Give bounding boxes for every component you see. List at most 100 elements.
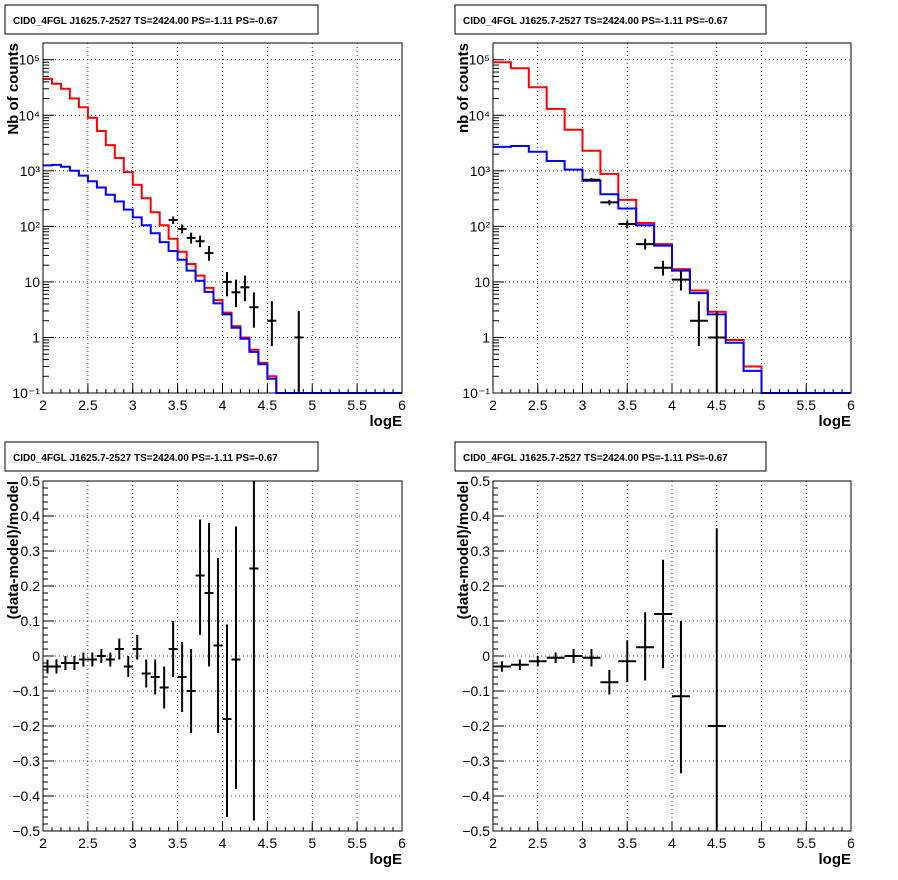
data-point [618, 640, 637, 683]
chart-title: CID0_4FGL J1625.7-2527 TS=2424.00 PS=-1.… [463, 16, 728, 27]
data-point [636, 238, 655, 250]
y-tick-label: 10 [24, 274, 40, 290]
data-point [510, 659, 529, 670]
data-point [222, 272, 232, 297]
x-tick-label: 2.5 [528, 835, 548, 851]
y-tick-label: −0.3 [12, 753, 40, 769]
x-tick-label: 5.5 [347, 397, 367, 413]
data-point [654, 559, 672, 669]
x-tick-label: 3 [579, 835, 587, 851]
data-point [177, 224, 187, 234]
data-point [123, 656, 133, 677]
x-tick-label: 3 [579, 397, 587, 413]
x-tick-label: 4.5 [707, 835, 727, 851]
x-tick-label: 4 [219, 835, 227, 851]
chart-title: CID0_4FGL J1625.7-2527 TS=2424.00 PS=-1.… [463, 453, 728, 464]
data-point [231, 526, 241, 789]
y-tick-label: 10⁻¹ [12, 385, 40, 401]
x-tick-label: 4.5 [258, 397, 278, 413]
y-tick-label: 10⁵ [469, 52, 490, 68]
x-axis-ticks: 2 2.5 3 3.5 4 4.5 5 5.5 6 [39, 481, 406, 851]
data-point [159, 666, 169, 709]
data-point [43, 659, 52, 674]
data-point [564, 649, 583, 663]
x-tick-label: 5.5 [797, 397, 817, 413]
x-tick-label: 2.5 [78, 835, 98, 851]
y-tick-label: 10⁴ [468, 107, 490, 123]
data-point [707, 310, 726, 393]
x-tick-label: 4.5 [258, 835, 278, 851]
plot-frame [42, 480, 403, 832]
data-point [177, 642, 187, 712]
data-point [231, 279, 241, 308]
data-point [600, 199, 619, 206]
data-point [493, 661, 511, 672]
x-tick-label: 3.5 [618, 397, 638, 413]
data-point [294, 310, 304, 393]
chart-panel-2: CID0_4FGL J1625.7-2527 TS=2424.00 PS=-1.… [454, 4, 855, 430]
y-tick-label: 0 [32, 648, 40, 664]
data-point [195, 235, 205, 248]
y-tick-label: 0 [482, 648, 490, 664]
data-point [105, 652, 115, 667]
x-tick-label: 2.5 [528, 397, 548, 413]
x-tick-label: 4 [668, 835, 676, 851]
data-points [582, 178, 726, 393]
x-tick-label: 5 [308, 835, 316, 851]
y-tick-label: 0.2 [21, 578, 41, 594]
x-tick-label: 5.5 [347, 835, 367, 851]
y-tick-label: −0.2 [462, 718, 490, 734]
x-tick-label: 5.5 [797, 835, 817, 851]
data-point [60, 656, 70, 670]
y-tick-label: −0.1 [462, 683, 490, 699]
data-point [546, 652, 565, 663]
data-point [168, 216, 178, 225]
data-point [618, 220, 637, 229]
y-axis-label: Nb of counts [5, 43, 22, 135]
y-tick-label: 0.3 [471, 543, 491, 559]
y-tick-label: 1 [482, 329, 490, 345]
y-tick-label: 10³ [20, 163, 41, 179]
title-box [454, 4, 767, 35]
data-point [195, 519, 205, 635]
plot-area [493, 43, 851, 393]
y-tick-label: 10⁴ [18, 107, 40, 123]
y-tick-label: 0.5 [21, 473, 41, 489]
title-box [4, 441, 319, 472]
data-point [582, 649, 601, 667]
data-point [636, 612, 655, 681]
plot-frame [42, 42, 403, 394]
x-tick-label: 3.5 [618, 835, 638, 851]
data-points [493, 528, 726, 831]
x-tick-label: 4 [219, 397, 227, 413]
y-axis-ticks: 10⁻¹ 1 10 10² 10³ 10⁴ 10⁵ [12, 42, 402, 401]
data-point [654, 260, 672, 276]
x-tick-label: 2 [39, 835, 47, 851]
x-tick-label: 2.5 [78, 397, 98, 413]
x-tick-label: 6 [847, 397, 855, 413]
x-tick-label: 6 [847, 835, 855, 851]
y-tick-label: −0.4 [462, 788, 490, 804]
data-point [213, 558, 223, 733]
y-axis-ticks: 10⁻¹ 1 10 10² 10³ 10⁴ 10⁵ [462, 42, 851, 401]
data-point [267, 301, 277, 347]
y-tick-label: 0.1 [21, 613, 41, 629]
data-point [186, 232, 196, 244]
data-point [96, 649, 106, 663]
data-point [87, 652, 97, 667]
x-tick-label: 3.5 [168, 397, 188, 413]
y-tick-label: 0.1 [471, 613, 491, 629]
chart-panel-3: CID0_4FGL J1625.7-2527 TS=2424.00 PS=-1.… [4, 441, 406, 868]
y-tick-label: 10³ [470, 163, 491, 179]
data-point [222, 624, 232, 817]
y-axis-ticks: −0.5 −0.4 −0.3 −0.2 −0.1 0 0.1 0.2 0.3 0.4 0.5 [462, 473, 851, 839]
plot-area [493, 481, 851, 831]
y-tick-label: 10⁻¹ [462, 385, 490, 401]
y-tick-label: −0.5 [12, 823, 40, 839]
x-axis-label: logE [370, 851, 403, 868]
title-box [4, 4, 319, 35]
y-tick-label: 10⁵ [19, 52, 40, 68]
y-tick-label: −0.5 [462, 823, 490, 839]
x-tick-label: 3.5 [168, 835, 188, 851]
